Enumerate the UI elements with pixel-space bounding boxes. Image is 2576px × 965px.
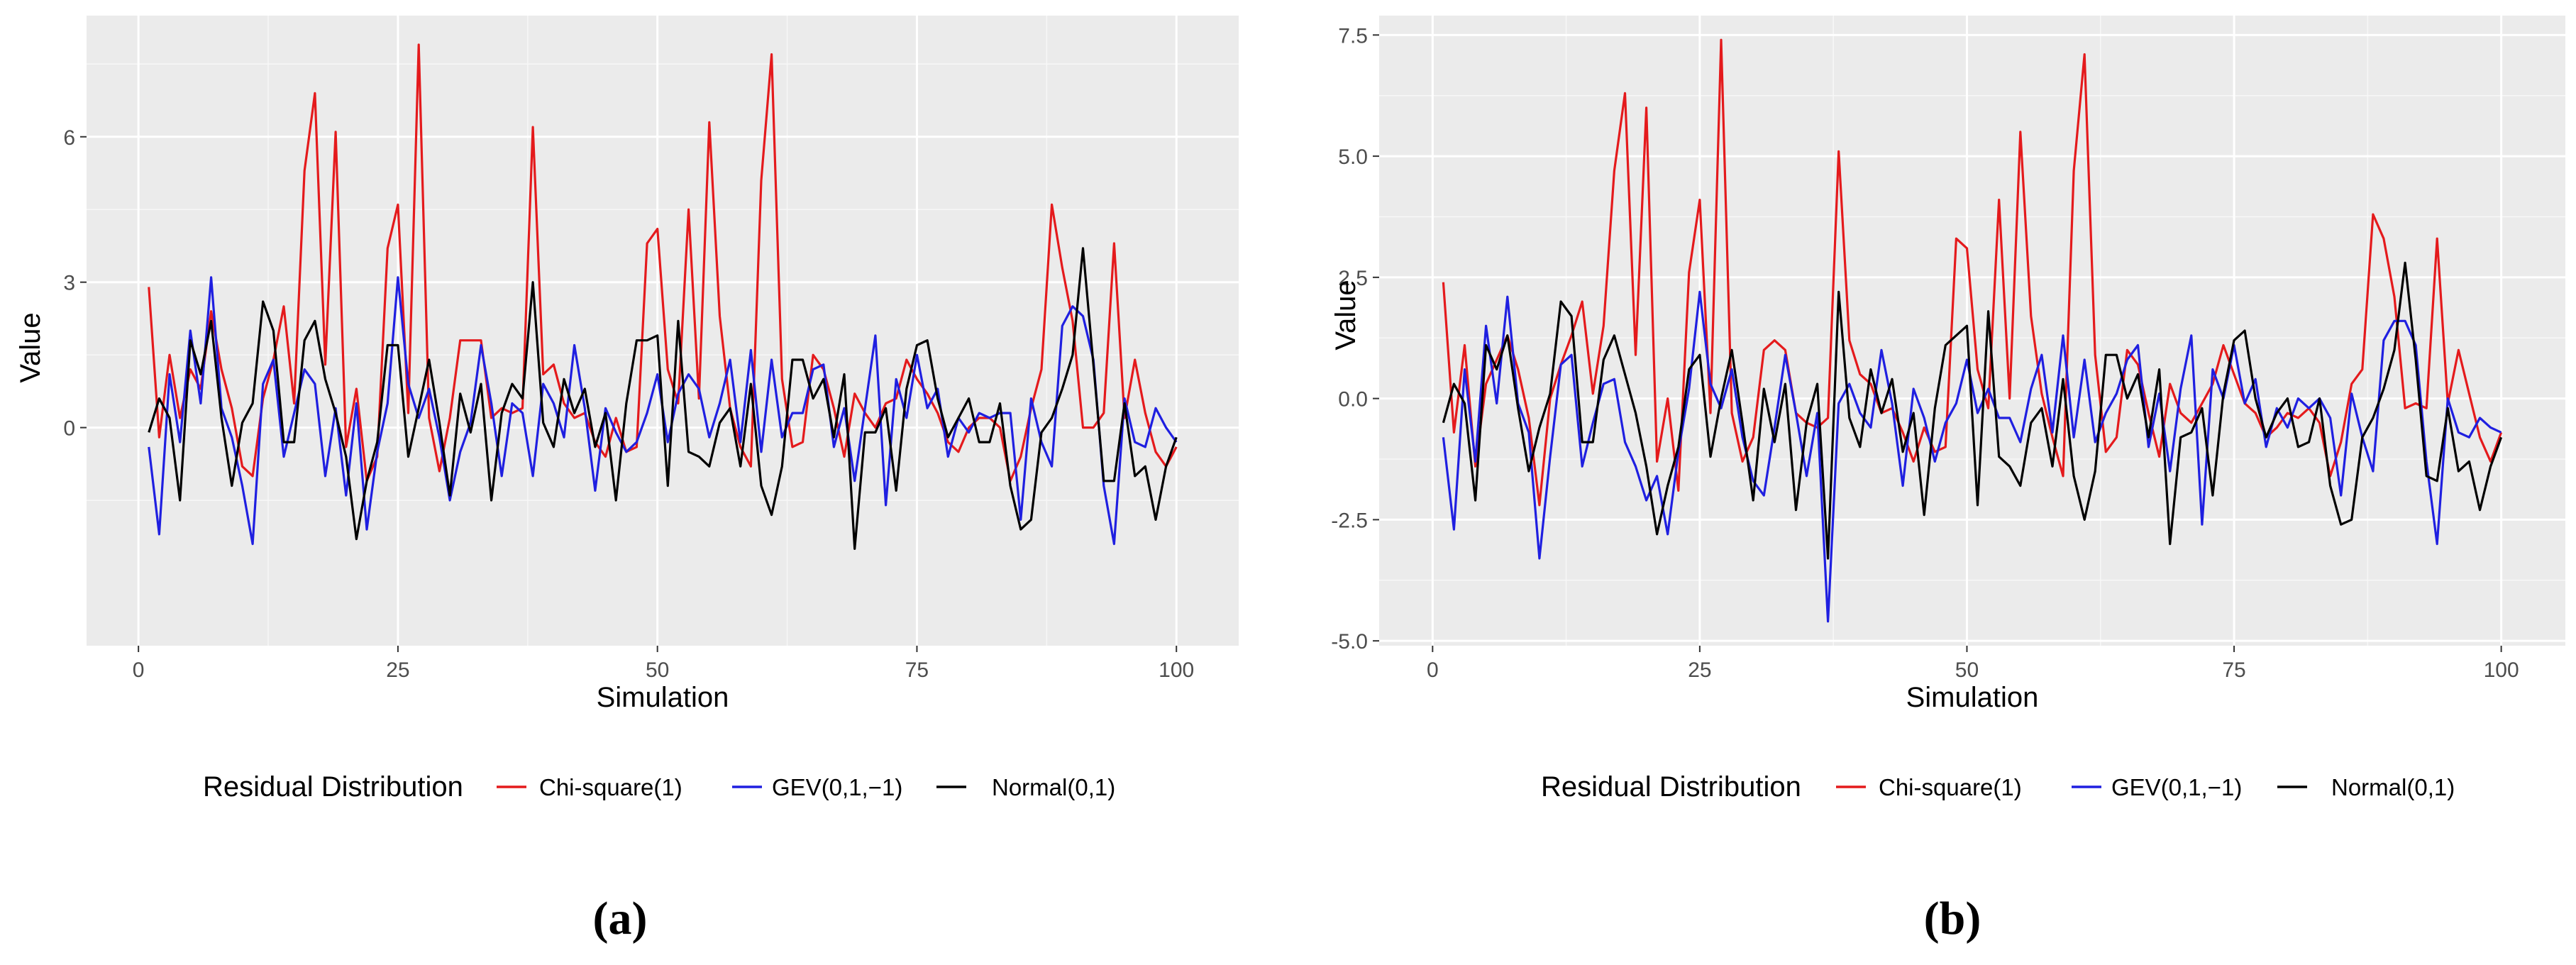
legend: Residual Distribution Chi-square(1) GEV(… (1541, 771, 2455, 803)
legend-title: Residual Distribution (1541, 771, 1801, 803)
tick-label-y: -5.0 (1331, 630, 1368, 654)
tick-label-x: 0 (1427, 658, 1439, 682)
y-axis-label: Value (15, 312, 46, 382)
tick-label-y: 6 (63, 126, 75, 150)
tick-label-y: -2.5 (1331, 509, 1368, 532)
tick-label-y: 7.5 (1338, 24, 1368, 48)
tick-label-x: 50 (646, 658, 669, 682)
series-line-chi-square (148, 43, 1178, 482)
legend-label-gev: GEV(0,1,−1) (772, 774, 902, 800)
tick-label-x: 100 (1159, 658, 1194, 682)
legend-label-normal: Normal(0,1) (992, 774, 1115, 800)
tick-label-y: 0.0 (1338, 388, 1368, 412)
tick-label-y: 0 (63, 417, 75, 441)
chart-panel-b: 0 25 50 75 100 -5.0 -2.5 0.0 2.5 5.0 7.5 Simulatio… (1330, 16, 2565, 944)
x-axis-label: Simulation (597, 682, 729, 713)
tick-label-x: 0 (133, 658, 145, 682)
y-axis-label: Value (1330, 280, 1361, 350)
legend-label-normal: Normal(0,1) (2331, 774, 2455, 800)
series-line-gev (1442, 290, 2502, 623)
series-line-normal (1442, 261, 2503, 560)
tick-label-y: 3 (63, 272, 75, 295)
legend-title: Residual Distribution (203, 771, 463, 803)
tick-label-x: 25 (1688, 658, 1711, 682)
panel-label-b: (b) (1924, 893, 1981, 944)
legend-label-chi-square: Chi-square(1) (539, 774, 682, 800)
tick-label-y: 2.5 (1338, 267, 1368, 290)
x-axis-label: Simulation (1906, 682, 2039, 713)
tick-label-y: 5.0 (1338, 145, 1368, 169)
series-line-normal (148, 247, 1178, 551)
tick-label-x: 75 (905, 658, 929, 682)
panel-label-a: (a) (593, 893, 648, 944)
legend-label-gev: GEV(0,1,−1) (2111, 774, 2242, 800)
tick-label-x: 100 (2484, 658, 2519, 682)
legend-label-chi-square: Chi-square(1) (1879, 774, 2022, 800)
axis-ticks: 0 25 50 75 100 -5.0 -2.5 0.0 2.5 5.0 7.5 (1331, 24, 2519, 682)
legend: Residual Distribution Chi-square(1) GEV(… (203, 771, 1115, 803)
tick-label-x: 50 (1955, 658, 1979, 682)
series-lines (1442, 38, 2503, 623)
chart-panel-a: 0 25 50 75 100 0 3 6 Simulation Value Residual … (15, 16, 1239, 944)
tick-label-x: 25 (386, 658, 409, 682)
series-lines (148, 43, 1178, 551)
grid-lines (87, 16, 1239, 646)
axis-ticks: 0 25 50 75 100 0 3 6 (63, 126, 1194, 682)
tick-label-x: 75 (2222, 658, 2245, 682)
